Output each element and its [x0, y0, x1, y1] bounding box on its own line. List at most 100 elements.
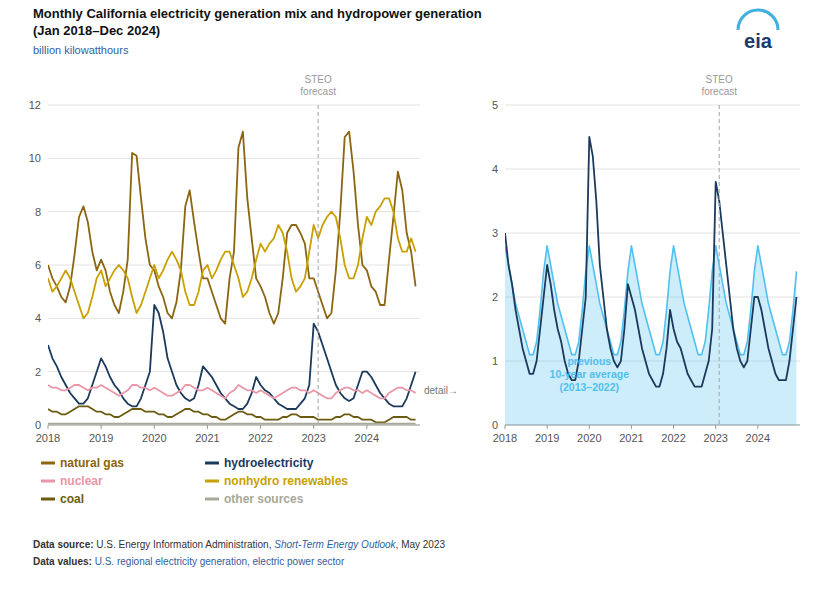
y-tick-label: 8 — [35, 206, 41, 218]
series-label-line: previous — [567, 355, 611, 367]
footer-part: Data values: — [33, 556, 95, 567]
y-tick-label: 3 — [492, 227, 498, 239]
grid-line — [48, 318, 420, 319]
y-tick-label: 10 — [29, 152, 41, 164]
x-tick — [154, 425, 155, 429]
y-tick-label: 12 — [29, 99, 41, 111]
y-axis-label: billion kilowatthours — [33, 44, 129, 56]
plot-area — [505, 105, 796, 425]
forecast-label-line: forecast — [701, 86, 737, 97]
y-tick-label: 4 — [492, 163, 498, 175]
x-tick-label: 2024 — [746, 432, 770, 444]
subtitle: (Jan 2018–Dec 2024) — [33, 23, 160, 38]
legend-swatch — [205, 480, 219, 483]
y-tick-label: 0 — [492, 419, 498, 431]
footer: Data source: U.S. Energy Information Adm… — [33, 539, 445, 567]
x-tick-label: 2022 — [248, 432, 272, 444]
x-tick-label: 2023 — [703, 432, 727, 444]
forecast-label-line: STEO — [305, 74, 332, 85]
x-tick-label: 2020 — [142, 432, 166, 444]
series-line — [48, 132, 416, 324]
legend-swatch — [205, 498, 219, 501]
forecast-line — [719, 105, 720, 425]
x-tick-label: 2022 — [661, 432, 685, 444]
legend-swatch — [205, 462, 219, 465]
x-tick — [589, 425, 590, 429]
grid-line — [48, 105, 420, 106]
series-line — [48, 305, 416, 409]
x-tick-label: 2018 — [36, 432, 60, 444]
x-tick — [48, 425, 49, 429]
footer-part: Short-Term Energy Outlook — [274, 539, 396, 550]
x-tick — [313, 425, 314, 429]
x-tick-label: 2019 — [535, 432, 559, 444]
grid-line — [505, 105, 800, 106]
x-tick — [631, 425, 632, 429]
header: Monthly California electricity generatio… — [33, 6, 778, 56]
logo-text: eia — [744, 30, 773, 52]
x-tick — [101, 425, 102, 429]
x-tick-label: 2018 — [493, 432, 517, 444]
footer-line: Data values: U.S. regional electricity g… — [33, 556, 345, 567]
series-line — [48, 385, 416, 398]
x-tick-label: 2023 — [301, 432, 325, 444]
y-tick-label: 0 — [35, 419, 41, 431]
chart: 0 2 4 6 8 10 12 2018 2019 2020 2021 2022 2023 2024 det… — [29, 74, 458, 506]
x-tick-label: 2021 — [195, 432, 219, 444]
grid-line — [48, 425, 420, 426]
legend-entry: coal — [60, 492, 84, 506]
legend-entry: nonhydro renewables — [224, 474, 348, 488]
legend-swatch — [41, 498, 55, 501]
x-tick — [260, 425, 261, 429]
x-tick — [673, 425, 674, 429]
forecast-label: STEOforecast — [701, 74, 737, 97]
x-tick-label: 2021 — [619, 432, 643, 444]
legend-entry: natural gas — [60, 456, 124, 470]
x-tick — [505, 425, 506, 429]
forecast-line — [318, 105, 319, 425]
series-label-line: 10-year average — [550, 368, 630, 380]
x-tick-label: 2024 — [355, 432, 379, 444]
y-tick-label: 1 — [492, 355, 498, 367]
x-tick — [757, 425, 758, 429]
logo-arc — [738, 10, 778, 30]
title: Monthly California electricity generatio… — [33, 6, 482, 21]
legend-entry: nuclear — [60, 474, 103, 488]
legend-entry: hydroelectricity — [224, 456, 314, 470]
series-line — [505, 246, 796, 355]
y-tick-label: 2 — [492, 291, 498, 303]
x-axis-line — [48, 425, 420, 426]
x-tick-label: 2019 — [89, 432, 113, 444]
footer-part: , May 2023 — [396, 539, 446, 550]
grid-line — [505, 169, 800, 170]
chart: 0123452018201920202021202220232024STEOfo… — [492, 74, 800, 444]
grid-line — [48, 158, 420, 159]
footer-part: U.S. regional electricity generation, el… — [95, 556, 345, 567]
legend: natural gas nuclear coal hydroelectricity no… — [41, 456, 348, 506]
forecast-label-line: forecast — [300, 86, 336, 97]
footer-part: Data source: — [33, 539, 96, 550]
series-line — [48, 198, 416, 318]
legend-swatch — [41, 462, 55, 465]
series-line — [48, 406, 416, 422]
chart-canvas: Monthly California electricity generatio… — [0, 0, 819, 595]
annotation: detail→ — [424, 385, 458, 396]
legend-swatch — [41, 480, 55, 483]
forecast-label: STEOforecast — [300, 74, 336, 97]
y-tick-label: 2 — [35, 366, 41, 378]
plot-area — [48, 105, 416, 425]
x-tick — [547, 425, 548, 429]
forecast-label-line: STEO — [706, 74, 733, 85]
legend-entry: other sources — [224, 492, 304, 506]
y-tick-label: 6 — [35, 259, 41, 271]
x-tick — [207, 425, 208, 429]
footer-part: U.S. Energy Information Administration, — [96, 539, 274, 550]
footer-line: Data source: U.S. Energy Information Adm… — [33, 539, 445, 550]
grid-line — [505, 233, 800, 234]
series-line — [505, 137, 796, 387]
annotation-line: detail→ — [424, 385, 458, 396]
series-label: previous10-year average(2013–2022) — [550, 355, 630, 393]
series-label-line: (2013–2022) — [560, 381, 620, 393]
y-tick-label: 5 — [492, 99, 498, 111]
y-tick-label: 4 — [35, 312, 41, 324]
